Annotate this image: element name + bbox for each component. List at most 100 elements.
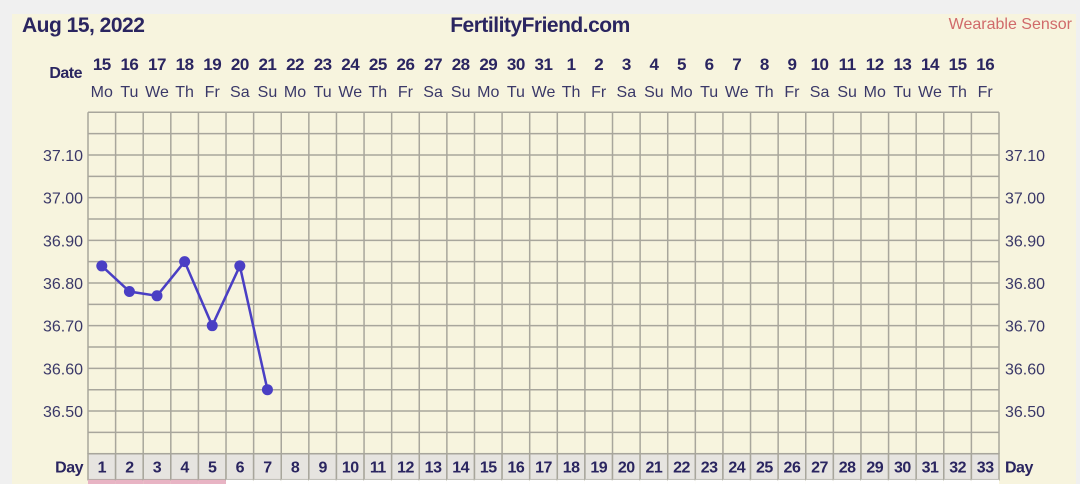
weekday-label: Fr bbox=[398, 84, 414, 101]
date-label: 29 bbox=[479, 55, 497, 74]
day-marker bbox=[695, 479, 723, 484]
day-label: 3 bbox=[153, 460, 162, 477]
date-label: 20 bbox=[231, 55, 249, 74]
day-label: 15 bbox=[480, 460, 497, 477]
day-label: 16 bbox=[507, 460, 524, 477]
temperature-point bbox=[261, 384, 273, 396]
day-marker bbox=[640, 479, 668, 484]
day-label: 12 bbox=[397, 460, 414, 477]
chart-panel bbox=[12, 14, 1076, 484]
day-marker bbox=[364, 479, 392, 484]
day-label: 23 bbox=[701, 460, 718, 477]
weekday-label: We bbox=[918, 84, 942, 101]
day-label: 5 bbox=[208, 460, 217, 477]
temperature-point bbox=[206, 320, 218, 332]
day-label: 11 bbox=[370, 460, 387, 477]
day-label: 26 bbox=[784, 460, 801, 477]
weekday-label: Tu bbox=[893, 84, 911, 101]
weekday-label: Su bbox=[258, 84, 278, 101]
day-label: 14 bbox=[452, 460, 469, 477]
weekday-label: Tu bbox=[507, 84, 525, 101]
weekday-label: Mo bbox=[670, 84, 692, 101]
day-marker bbox=[722, 479, 751, 484]
day-label: 7 bbox=[263, 460, 272, 477]
weekday-label: Th bbox=[755, 84, 774, 101]
day-marker bbox=[143, 479, 171, 484]
day-cell bbox=[611, 452, 641, 481]
day-cell bbox=[777, 452, 807, 481]
date-label: 2 bbox=[594, 55, 603, 74]
weekday-label: We bbox=[532, 84, 556, 101]
day-marker bbox=[750, 479, 779, 484]
day-marker bbox=[198, 479, 227, 484]
day-marker bbox=[336, 479, 365, 484]
date-label: 26 bbox=[397, 55, 415, 74]
day-label: 2 bbox=[125, 460, 134, 477]
weekday-label: Th bbox=[175, 84, 194, 101]
temperature-point bbox=[234, 260, 246, 272]
day-marker bbox=[226, 479, 254, 484]
day-marker bbox=[557, 479, 585, 484]
date-label: 12 bbox=[866, 55, 884, 74]
weekday-label: Mo bbox=[91, 84, 113, 101]
weekday-label: Su bbox=[644, 84, 664, 101]
weekday-label: Tu bbox=[700, 84, 718, 101]
y-tick-right: 36.50 bbox=[1005, 404, 1045, 421]
day-marker bbox=[943, 479, 972, 484]
day-label: 13 bbox=[425, 460, 442, 477]
day-cell bbox=[694, 452, 724, 481]
day-label: 24 bbox=[728, 460, 745, 477]
weekday-label: Tu bbox=[314, 84, 332, 101]
day-marker bbox=[529, 479, 558, 484]
date-label: 1 bbox=[567, 55, 576, 74]
day-row-label-right: Day bbox=[1005, 460, 1033, 477]
weekday-label: Sa bbox=[423, 84, 443, 101]
date-label: 23 bbox=[314, 55, 332, 74]
day-cell bbox=[87, 452, 117, 481]
temperature-point bbox=[151, 290, 163, 302]
day-label: 19 bbox=[590, 460, 607, 477]
day-label: 1 bbox=[98, 460, 107, 477]
date-label: 15 bbox=[93, 55, 111, 74]
y-tick-left: 36.90 bbox=[43, 233, 83, 250]
weekday-label: Mo bbox=[284, 84, 306, 101]
day-marker bbox=[502, 479, 530, 484]
day-label: 25 bbox=[756, 460, 773, 477]
weekday-label: Th bbox=[369, 84, 388, 101]
date-label: 24 bbox=[341, 55, 360, 74]
day-marker bbox=[971, 479, 999, 484]
y-tick-right: 37.10 bbox=[1005, 148, 1045, 165]
date-label: 3 bbox=[622, 55, 631, 74]
y-tick-left: 36.50 bbox=[43, 404, 83, 421]
day-label: 8 bbox=[291, 460, 300, 477]
weekday-label: Mo bbox=[864, 84, 886, 101]
date-label: 6 bbox=[705, 55, 714, 74]
weekday-label: We bbox=[145, 84, 169, 101]
weekday-label: Sa bbox=[617, 84, 637, 101]
day-row-label-left: Day bbox=[55, 460, 83, 477]
day-label: 32 bbox=[949, 460, 966, 477]
y-tick-left: 36.80 bbox=[43, 276, 83, 293]
day-marker bbox=[419, 479, 447, 484]
y-tick-right: 36.60 bbox=[1005, 361, 1045, 378]
date-label: 25 bbox=[369, 55, 387, 74]
date-label: 27 bbox=[424, 55, 442, 74]
temperature-point bbox=[123, 286, 135, 298]
day-marker bbox=[860, 479, 889, 484]
date-label: 4 bbox=[649, 55, 659, 74]
day-label: 10 bbox=[342, 460, 359, 477]
temperature-point bbox=[96, 260, 108, 272]
y-tick-left: 36.70 bbox=[43, 319, 83, 336]
day-label: 4 bbox=[180, 460, 189, 477]
y-tick-left: 36.60 bbox=[43, 361, 83, 378]
date-label: 13 bbox=[893, 55, 911, 74]
day-cell bbox=[280, 452, 310, 481]
weekday-label: Fr bbox=[591, 84, 607, 101]
weekday-label: Sa bbox=[230, 84, 250, 101]
sensor-label[interactable]: Wearable Sensor bbox=[948, 16, 1072, 33]
site-title: FertilityFriend.com bbox=[450, 14, 630, 37]
weekday-label: Su bbox=[451, 84, 471, 101]
day-marker bbox=[667, 479, 696, 484]
y-tick-right: 37.00 bbox=[1005, 191, 1045, 208]
day-label: 29 bbox=[866, 460, 883, 477]
